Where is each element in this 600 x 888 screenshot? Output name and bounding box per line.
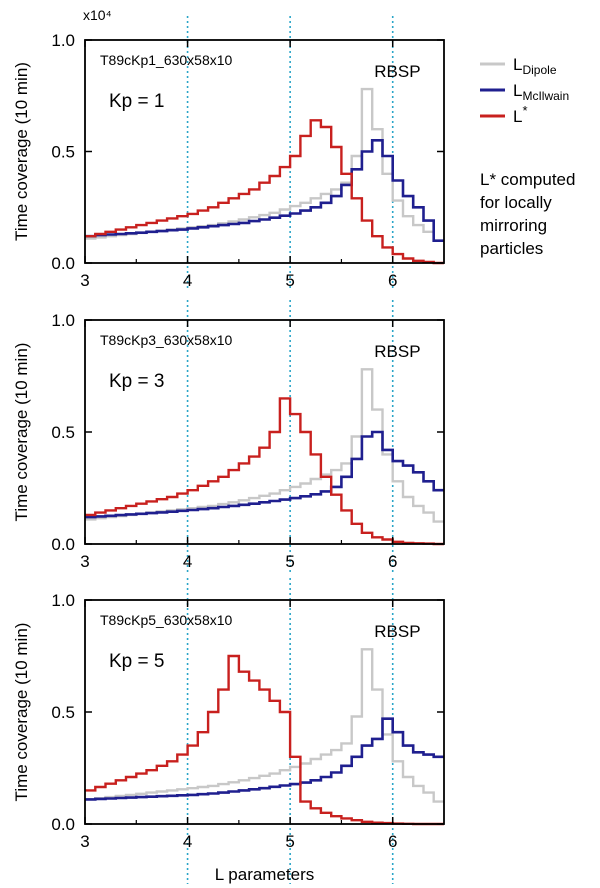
x-tick-label: 6: [388, 832, 397, 851]
mission-label: RBSP: [374, 622, 420, 641]
x-tick-label: 6: [388, 271, 397, 290]
note-line-2: for locally: [480, 193, 552, 212]
mission-label: RBSP: [374, 342, 420, 361]
x-tick-label: 5: [285, 552, 294, 571]
legend-entry: LDipole: [513, 55, 557, 77]
note-line-3: mirroring: [480, 216, 548, 235]
series-l--line: [85, 654, 444, 826]
mission-label: RBSP: [374, 62, 420, 81]
axis-multiplier: x10⁴: [83, 7, 112, 23]
x-axis-label: L parameters: [215, 865, 315, 884]
y-tick-label: 0.0: [51, 535, 75, 554]
chart-panel-1: 3 4 5 6 0.0 0.5 1.0 Time coverage (10 min) T89cK…: [12, 7, 445, 290]
series-l-mcilwain-line: [85, 139, 444, 242]
x-tick-label: 4: [183, 552, 192, 571]
y-tick-label: 1.0: [51, 31, 75, 50]
series-l-dipole-line: [85, 368, 444, 523]
series-l-mcilwain-line: [85, 430, 444, 519]
series-l-mcilwain-line: [85, 717, 444, 801]
x-tick-label: 5: [285, 271, 294, 290]
legend-entry: LMcIlwain: [513, 81, 569, 103]
panel-tag: T89cKp1_630x58x10: [100, 52, 233, 68]
y-tick-label: 1.0: [51, 591, 75, 610]
x-tick-label: 4: [183, 271, 192, 290]
legend-entry: L*: [513, 103, 528, 126]
y-tick-label: 0.5: [51, 143, 75, 162]
x-tick-label: 3: [80, 832, 89, 851]
x-tick-label: 6: [388, 552, 397, 571]
annotation-note: L* computed for locally mirroring partic…: [480, 168, 575, 260]
y-axis-label: Time coverage (10 min): [12, 62, 31, 241]
y-axis-label: Time coverage (10 min): [12, 343, 31, 522]
panel-tag: T89cKp5_630x58x10: [100, 612, 233, 628]
x-tick-label: 3: [80, 271, 89, 290]
kp-label: Kp = 1: [109, 91, 164, 112]
y-tick-label: 1.0: [51, 311, 75, 330]
series-l-dipole-line: [85, 648, 444, 803]
y-tick-label: 0.0: [51, 815, 75, 834]
panel-tag: T89cKp3_630x58x10: [100, 332, 233, 348]
kp-label: Kp = 3: [109, 371, 164, 392]
y-axis-label: Time coverage (10 min): [12, 623, 31, 802]
chart-panel-2: 3 4 5 6 0.0 0.5 1.0 Time coverage (10 min) T89cK…: [12, 300, 445, 572]
chart-panel-3: 3 4 5 6 0.0 0.5 1.0 Time coverage (10 min) T89cK…: [12, 578, 445, 884]
y-tick-label: 0.0: [51, 254, 75, 273]
y-tick-label: 0.5: [51, 703, 75, 722]
y-tick-label: 0.5: [51, 423, 75, 442]
note-line-1: L* computed: [480, 170, 576, 189]
x-tick-label: 5: [285, 832, 294, 851]
x-tick-label: 4: [183, 832, 192, 851]
note-line-4: particles: [480, 239, 544, 258]
kp-label: Kp = 5: [109, 651, 164, 672]
series-l--line: [85, 397, 444, 546]
x-tick-label: 3: [80, 552, 89, 571]
series-l--line: [85, 119, 444, 265]
